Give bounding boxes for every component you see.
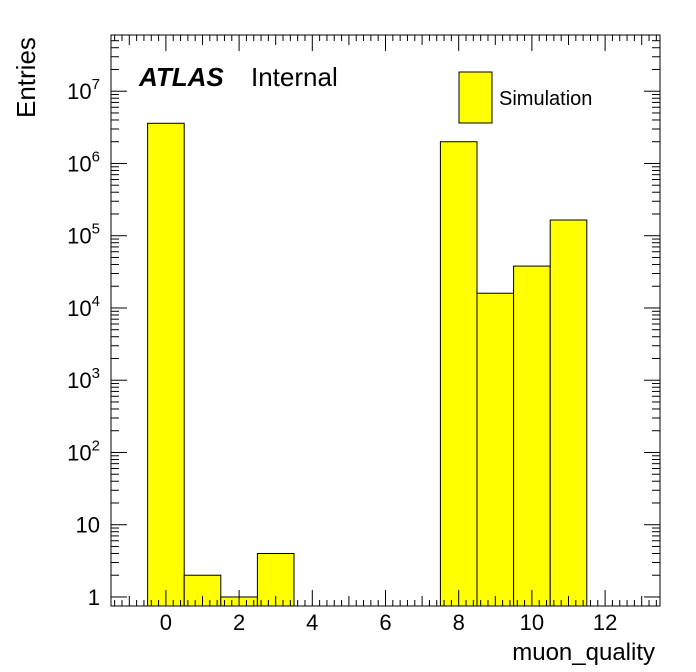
legend: Simulation xyxy=(458,71,592,124)
x-axis-ticks xyxy=(114,35,657,606)
x-tick-label: 10 xyxy=(520,610,544,635)
x-tick-labels: 0 2 4 6 8 10 12 xyxy=(160,610,618,635)
y-tick-label: 105 xyxy=(67,221,100,249)
y-tick-label: 103 xyxy=(67,365,100,393)
x-tick-label: 4 xyxy=(306,610,318,635)
x-tick-label: 2 xyxy=(233,610,245,635)
y-tick-label: 104 xyxy=(67,293,100,321)
y-tick-labels: 1 10 102 103 104 105 106 107 xyxy=(67,76,100,610)
histogram-bars xyxy=(147,122,588,607)
legend-label-simulation: Simulation xyxy=(499,88,592,110)
histogram-bar xyxy=(147,122,185,607)
histogram-bar xyxy=(513,265,551,607)
y-tick-label: 106 xyxy=(67,148,100,176)
legend-swatch-simulation xyxy=(458,71,493,124)
x-tick-label: 8 xyxy=(453,610,465,635)
histogram-bar xyxy=(476,292,515,607)
histogram-bar xyxy=(549,219,588,607)
atlas-label: ATLAS xyxy=(138,62,224,92)
y-axis-title: Entries xyxy=(11,37,41,118)
x-tick-label: 6 xyxy=(379,610,391,635)
y-tick-label: 10 xyxy=(76,513,100,538)
x-axis-title: muon_quality xyxy=(512,639,655,666)
y-tick-label: 107 xyxy=(67,76,100,104)
histogram-bar xyxy=(439,141,478,607)
y-tick-label: 1 xyxy=(88,585,100,610)
y-axis-ticks xyxy=(111,34,660,598)
y-tick-label: 102 xyxy=(67,437,100,465)
x-tick-label: 0 xyxy=(160,610,172,635)
internal-label: Internal xyxy=(251,62,338,92)
x-tick-label: 12 xyxy=(593,610,617,635)
